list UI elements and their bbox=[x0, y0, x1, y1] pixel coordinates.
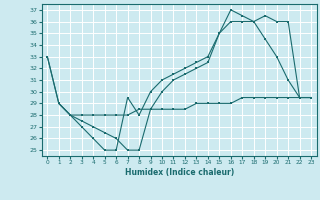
X-axis label: Humidex (Indice chaleur): Humidex (Indice chaleur) bbox=[124, 168, 234, 177]
